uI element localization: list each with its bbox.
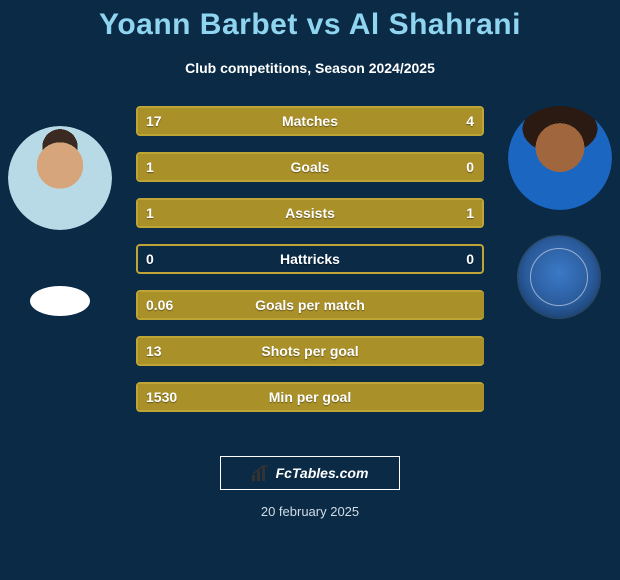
stat-row: 1 1Assists (136, 198, 484, 228)
stat-bars: 174Matches10Goals11Assists00Hattricks0.0… (136, 106, 484, 428)
stat-row: 1 0Goals (136, 152, 484, 182)
stat-label: Goals (136, 152, 484, 182)
brand-badge: FcTables.com (220, 456, 400, 490)
stat-value-left: 0 (136, 244, 164, 274)
player-right-avatar (508, 106, 612, 210)
stat-value-right (464, 382, 484, 412)
stat-label: Min per goal (136, 382, 484, 412)
stat-value-right: 4 (456, 106, 484, 136)
stat-label: Matches (136, 106, 484, 136)
stat-row: 13Shots per goal (136, 336, 484, 366)
stat-value-left: 0.06 (136, 290, 183, 320)
stat-value-right: 1 (456, 198, 484, 228)
stat-label: Goals per match (136, 290, 484, 320)
comparison-area: 174Matches10Goals11Assists00Hattricks0.0… (0, 106, 620, 436)
stat-value-left: 1530 (136, 382, 187, 412)
avatar-image (8, 126, 112, 230)
stat-value-left: 13 (136, 336, 172, 366)
subtitle: Club competitions, Season 2024/2025 (0, 60, 620, 76)
stat-row: 1530Min per goal (136, 382, 484, 412)
brand-icon (252, 465, 270, 481)
stat-row: 0 0Hattricks (136, 244, 484, 274)
stat-label: Assists (136, 198, 484, 228)
player-left-avatar (8, 126, 112, 230)
club-logo-right (518, 236, 600, 318)
stat-row: 17 4Matches (136, 106, 484, 136)
stat-value-right (464, 336, 484, 366)
stat-value-right (464, 290, 484, 320)
stat-value-left: 17 (136, 106, 172, 136)
stat-value-left: 1 (136, 152, 164, 182)
stat-row: 0.06Goals per match (136, 290, 484, 320)
stat-value-right: 0 (456, 244, 484, 274)
page-title: Yoann Barbet vs Al Shahrani (0, 0, 620, 42)
club-logo-left (30, 286, 90, 316)
brand-label: FcTables.com (276, 465, 369, 481)
stat-label: Shots per goal (136, 336, 484, 366)
stat-value-left: 1 (136, 198, 164, 228)
avatar-image (508, 106, 612, 210)
stat-label: Hattricks (136, 244, 484, 274)
date-label: 20 february 2025 (0, 504, 620, 519)
stat-value-right: 0 (456, 152, 484, 182)
